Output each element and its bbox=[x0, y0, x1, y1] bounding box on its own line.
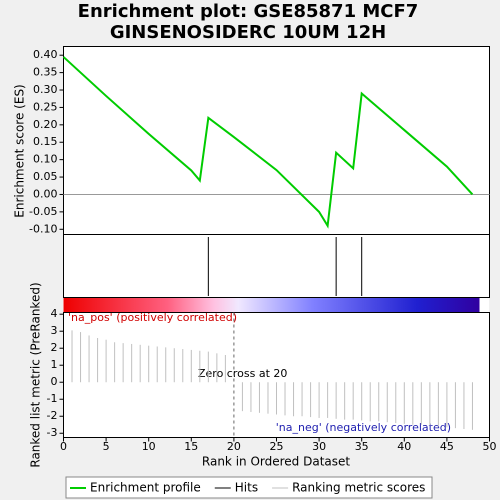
x-tick-label: 0 bbox=[60, 440, 67, 453]
y-tick-label: 0.25 bbox=[33, 100, 58, 113]
y-axis-label: Ranked list metric (PreRanked) bbox=[29, 282, 43, 467]
x-tick-label: 25 bbox=[270, 440, 284, 453]
y-tick-label: -1 bbox=[47, 392, 58, 405]
legend-label: Ranking metric scores bbox=[292, 481, 425, 495]
legend-box bbox=[65, 476, 433, 499]
chart-title: Enrichment plot: GSE85871 MCF7 bbox=[78, 1, 419, 22]
y-tick-label: 0.10 bbox=[33, 153, 58, 166]
y-tick-label: -2 bbox=[47, 409, 58, 422]
y-tick-label: -0.05 bbox=[29, 205, 57, 218]
y-tick-label: 0.20 bbox=[33, 118, 58, 131]
y-tick-label: 2 bbox=[51, 341, 58, 354]
y-tick-label: -0.10 bbox=[29, 222, 57, 235]
y-tick-label: 0.40 bbox=[33, 48, 58, 61]
enrichment-line bbox=[62, 56, 474, 229]
y-tick-label: 0.30 bbox=[33, 83, 58, 96]
y-tick-label: 0.35 bbox=[33, 66, 58, 79]
x-tick-label: 45 bbox=[440, 440, 454, 453]
y-tick-label: 0.15 bbox=[33, 135, 58, 148]
x-tick-label: 50 bbox=[483, 440, 497, 453]
x-tick-label: 20 bbox=[227, 440, 241, 453]
rank-color-band bbox=[63, 298, 480, 312]
plot-background bbox=[63, 46, 489, 437]
annotation: Zero cross at 20 bbox=[198, 367, 287, 380]
y-tick-label: 1 bbox=[51, 358, 58, 371]
legend-label: Enrichment profile bbox=[90, 481, 201, 495]
annotation: 'na_neg' (negatively correlated) bbox=[276, 421, 451, 434]
x-tick-label: 30 bbox=[312, 440, 326, 453]
panel-frame bbox=[63, 234, 490, 298]
y-tick-label: 0.00 bbox=[33, 187, 58, 200]
y-tick-label: 3 bbox=[51, 324, 58, 337]
chart-title: GINSENOSIDERC 10UM 12H bbox=[110, 22, 386, 43]
x-axis-label: Rank in Ordered Dataset bbox=[202, 455, 350, 469]
x-tick-label: 40 bbox=[397, 440, 411, 453]
y-axis-label: Enrichment score (ES) bbox=[13, 84, 27, 217]
y-tick-label: -3 bbox=[47, 426, 58, 439]
y-tick-label: 4 bbox=[51, 307, 58, 320]
legend-label: Hits bbox=[235, 481, 258, 495]
y-tick-label: 0 bbox=[51, 375, 58, 388]
x-tick-label: 35 bbox=[355, 440, 369, 453]
y-tick-label: 0.05 bbox=[33, 170, 58, 183]
annotation: 'na_pos' (positively correlated) bbox=[68, 311, 237, 324]
legend: Enrichment profile Hits Ranking metric sco… bbox=[70, 481, 425, 495]
x-tick-label: 15 bbox=[184, 440, 198, 453]
x-tick-label: 5 bbox=[103, 440, 110, 453]
x-tick-label: 10 bbox=[142, 440, 156, 453]
